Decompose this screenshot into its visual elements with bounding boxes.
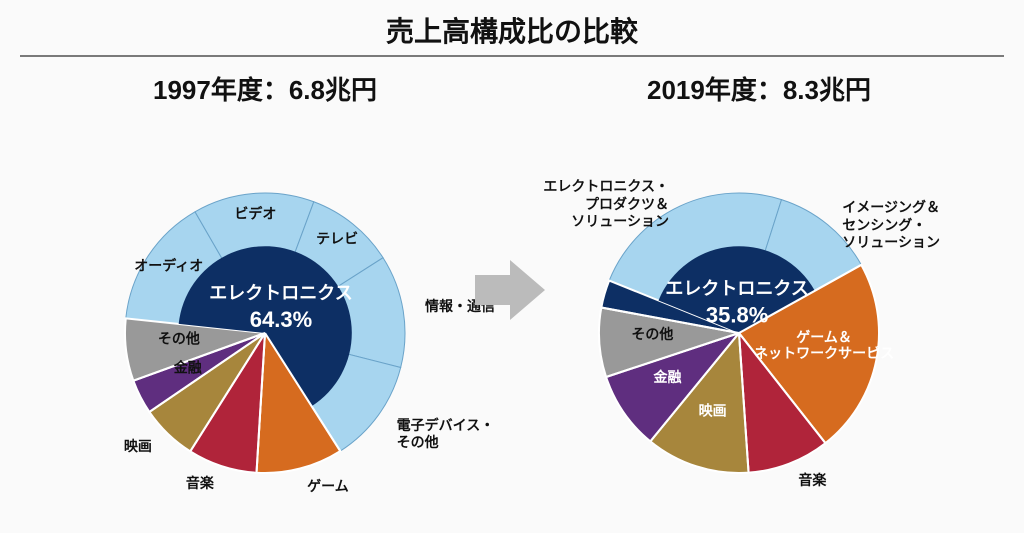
right-column: 2019年度：8.3兆円 ゲーム＆ネットワークサービス映画金融その他エレクトロニ… <box>529 70 989 533</box>
slice-label: オーディオ <box>134 257 203 273</box>
divider <box>20 55 1004 57</box>
slice-label: その他 <box>631 326 673 342</box>
slice-label: 金融 <box>173 360 202 376</box>
right-subtitle: 2019年度：8.3兆円 <box>529 70 989 107</box>
center-label: エレクトロニクス <box>665 279 808 299</box>
slice-label: テレビ <box>316 231 358 247</box>
center-percent: 64.3% <box>250 307 312 332</box>
page-title: 売上高構成比の比較 <box>0 10 1024 50</box>
center-percent: 35.8% <box>706 303 768 328</box>
center-label: エレクトロニクス <box>209 283 352 303</box>
slice-label: その他 <box>158 331 200 347</box>
pie-chart-1997: オーディオビデオテレビ金融その他エレクトロニクス64.3%情報・通信電子デバイス… <box>35 113 495 533</box>
left-column: 1997年度：6.8兆円 オーディオ ビデオテレビ金融 その他 エレクトロニクス 64.… <box>35 70 495 533</box>
left-subtitle: 1997年度：6.8兆円 <box>35 70 495 107</box>
slice-label: ビデオ <box>234 206 276 222</box>
slice-label: 映画 <box>699 403 727 419</box>
pie-chart-2019: ゲーム＆ネットワークサービス映画金融その他エレクトロニクス35.8%エレクトロニ… <box>529 113 989 533</box>
slice-label: 金融 <box>652 369 681 385</box>
page: 売上高構成比の比較 1997年度：6.8兆円 オーディオ ビデオテレビ金融 その他 エ… <box>0 0 1024 530</box>
